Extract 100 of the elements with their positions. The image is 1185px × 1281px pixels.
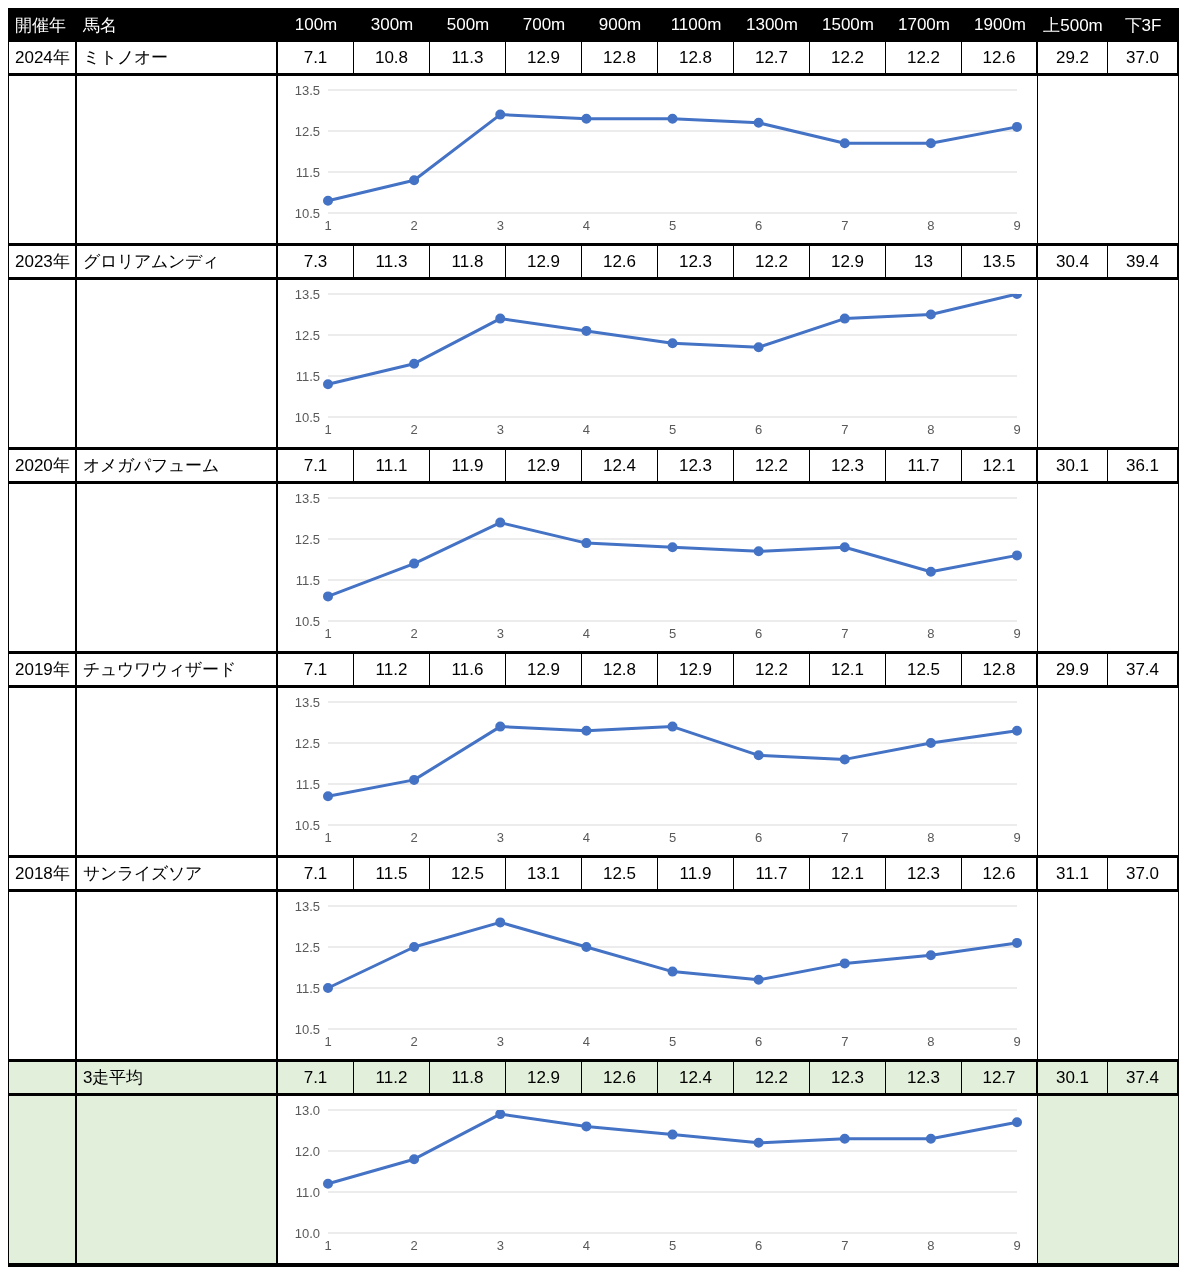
point bbox=[1012, 725, 1022, 736]
point bbox=[495, 109, 506, 120]
x-tick-label: 4 bbox=[582, 218, 590, 234]
x-tick-label: 4 bbox=[582, 626, 590, 642]
x-tick-label: 1 bbox=[324, 422, 332, 438]
text: 2019年 bbox=[9, 654, 77, 685]
point bbox=[409, 175, 420, 186]
text: 12.3 bbox=[810, 1062, 886, 1093]
y-tick-label: 10.5 bbox=[294, 817, 320, 833]
text: 11.1 bbox=[354, 450, 430, 481]
point bbox=[925, 309, 936, 320]
text: 37.0 bbox=[1108, 42, 1178, 73]
text: 1500m bbox=[821, 14, 875, 36]
point bbox=[839, 313, 850, 324]
point bbox=[753, 750, 764, 761]
y-tick-label: 13.5 bbox=[294, 694, 320, 710]
text: 11.9 bbox=[658, 858, 734, 889]
text: 11.7 bbox=[734, 858, 810, 889]
text: 12.2 bbox=[734, 1062, 810, 1093]
x-tick-label: 6 bbox=[755, 218, 763, 234]
point bbox=[667, 113, 678, 124]
text: 12.9 bbox=[658, 654, 734, 685]
text: 7.3 bbox=[278, 246, 354, 277]
text: 13.5 bbox=[962, 246, 1038, 277]
y-tick-label: 12.5 bbox=[294, 327, 320, 343]
text: 7.1 bbox=[278, 654, 354, 685]
text: 12.5 bbox=[886, 654, 962, 685]
point bbox=[581, 538, 592, 549]
x-tick-label: 2 bbox=[410, 626, 418, 642]
point bbox=[839, 754, 850, 765]
text: 39.4 bbox=[1108, 246, 1178, 277]
text: 12.8 bbox=[582, 42, 658, 73]
point bbox=[925, 138, 936, 149]
text: 30.1 bbox=[1038, 1062, 1108, 1093]
text: 12.8 bbox=[582, 654, 658, 685]
text: 12.3 bbox=[886, 858, 962, 889]
x-tick-label: 2 bbox=[410, 1238, 418, 1254]
text: 12.9 bbox=[810, 246, 886, 277]
text: 上500m bbox=[1042, 14, 1104, 37]
text: 1300m bbox=[745, 14, 799, 36]
point bbox=[925, 566, 936, 577]
text: 12.9 bbox=[506, 42, 582, 73]
text: 7.1 bbox=[278, 450, 354, 481]
y-tick-label: 11.5 bbox=[295, 572, 320, 588]
point bbox=[1012, 550, 1022, 561]
text: 12.9 bbox=[506, 450, 582, 481]
y-tick-label: 13.5 bbox=[294, 490, 320, 506]
x-tick-label: 9 bbox=[1013, 218, 1021, 234]
x-tick-label: 5 bbox=[668, 1238, 677, 1254]
point bbox=[323, 983, 333, 993]
text: 900m bbox=[597, 14, 643, 36]
x-tick-label: 2 bbox=[410, 422, 418, 438]
y-tick-label: 13.5 bbox=[294, 898, 320, 914]
x-tick-label: 9 bbox=[1013, 830, 1021, 846]
x-tick-label: 6 bbox=[755, 1238, 763, 1254]
x-tick-label: 4 bbox=[582, 1034, 590, 1050]
x-tick-label: 8 bbox=[927, 218, 935, 234]
text: 12.4 bbox=[658, 1062, 734, 1093]
text: 2023年 bbox=[9, 246, 77, 277]
y-tick-label: 10.5 bbox=[294, 1021, 320, 1037]
text: 30.4 bbox=[1038, 246, 1108, 277]
text: 開催年 bbox=[14, 14, 67, 37]
y-tick-label: 12.5 bbox=[294, 531, 320, 547]
x-tick-label: 3 bbox=[496, 1238, 504, 1254]
text: 13 bbox=[886, 246, 962, 277]
text: 12.7 bbox=[734, 42, 810, 73]
text: 11.6 bbox=[430, 654, 506, 685]
y-tick-label: 12.0 bbox=[294, 1143, 320, 1159]
text: 12.2 bbox=[734, 246, 810, 277]
text: 500m bbox=[445, 14, 491, 36]
x-tick-label: 8 bbox=[927, 830, 935, 846]
text: 2020年 bbox=[9, 450, 77, 481]
x-tick-label: 8 bbox=[927, 626, 935, 642]
text: 7.1 bbox=[278, 858, 354, 889]
x-tick-label: 4 bbox=[582, 830, 590, 846]
text: 37.4 bbox=[1108, 654, 1178, 685]
x-tick-label: 1 bbox=[324, 1238, 332, 1254]
y-tick-label: 10.5 bbox=[294, 409, 320, 425]
y-tick-label: 10.5 bbox=[294, 613, 320, 629]
point bbox=[1012, 1117, 1022, 1128]
point bbox=[581, 325, 592, 336]
point bbox=[753, 342, 764, 353]
text: 1900m bbox=[973, 14, 1027, 36]
text: チュウワウィザード bbox=[77, 654, 278, 685]
text: ミトノオー bbox=[77, 42, 278, 73]
point bbox=[1012, 937, 1022, 948]
point bbox=[667, 721, 678, 732]
text: 12.7 bbox=[962, 1062, 1038, 1093]
x-tick-label: 5 bbox=[668, 1034, 677, 1050]
text: 300m bbox=[369, 14, 415, 36]
x-tick-label: 9 bbox=[1013, 1238, 1021, 1254]
text: 700m bbox=[521, 14, 567, 36]
y-tick-label: 12.5 bbox=[294, 939, 320, 955]
text: 下3F bbox=[1123, 14, 1163, 37]
text: 12.2 bbox=[734, 654, 810, 685]
x-tick-label: 9 bbox=[1013, 422, 1021, 438]
text: 12.6 bbox=[582, 246, 658, 277]
text: 12.5 bbox=[430, 858, 506, 889]
text: 12.2 bbox=[886, 42, 962, 73]
text: 31.1 bbox=[1038, 858, 1108, 889]
